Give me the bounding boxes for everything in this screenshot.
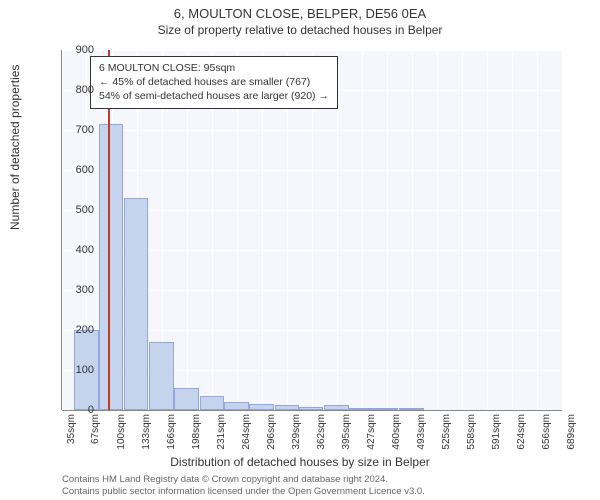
ytick-label: 300 [76, 284, 94, 296]
histogram-bar [174, 388, 198, 410]
ytick-label: 900 [76, 44, 94, 56]
ytick-label: 100 [76, 364, 94, 376]
x-axis-label: Distribution of detached houses by size … [0, 455, 600, 469]
ytick-label: 200 [76, 324, 94, 336]
ytick-label: 700 [76, 124, 94, 136]
ytick-label: 800 [76, 84, 94, 96]
chart-plot-area: 6 MOULTON CLOSE: 95sqm ← 45% of detached… [62, 50, 562, 410]
histogram-bar [99, 124, 123, 410]
histogram-bar [200, 396, 224, 410]
gridline-v [412, 50, 413, 410]
gridline-v [562, 50, 563, 410]
histogram-bar [149, 342, 173, 410]
annotation-line2: ← 45% of detached houses are smaller (76… [99, 75, 329, 89]
x-axis [62, 410, 562, 411]
gridline-v [62, 50, 63, 410]
ytick-label: 600 [76, 164, 94, 176]
gridline-v [512, 50, 513, 410]
chart-title-sub: Size of property relative to detached ho… [0, 21, 600, 37]
gridline-v [537, 50, 538, 410]
gridline-v [437, 50, 438, 410]
footer-line1: Contains HM Land Registry data © Crown c… [62, 474, 425, 486]
gridline-v [387, 50, 388, 410]
gridline-v [462, 50, 463, 410]
chart-title-main: 6, MOULTON CLOSE, BELPER, DE56 0EA [0, 0, 600, 21]
gridline-v [487, 50, 488, 410]
annotation-callout: 6 MOULTON CLOSE: 95sqm ← 45% of detached… [90, 56, 338, 109]
annotation-line1: 6 MOULTON CLOSE: 95sqm [99, 61, 329, 75]
y-axis [61, 50, 62, 410]
histogram-bar [224, 402, 248, 410]
footer-attribution: Contains HM Land Registry data © Crown c… [62, 474, 425, 498]
y-axis-label: Number of detached properties [8, 65, 22, 230]
ytick-label: 500 [76, 204, 94, 216]
footer-line2: Contains public sector information licen… [62, 486, 425, 498]
annotation-line3: 54% of semi-detached houses are larger (… [99, 89, 329, 103]
histogram-bar [124, 198, 148, 410]
ytick-label: 400 [76, 244, 94, 256]
gridline-v [362, 50, 363, 410]
